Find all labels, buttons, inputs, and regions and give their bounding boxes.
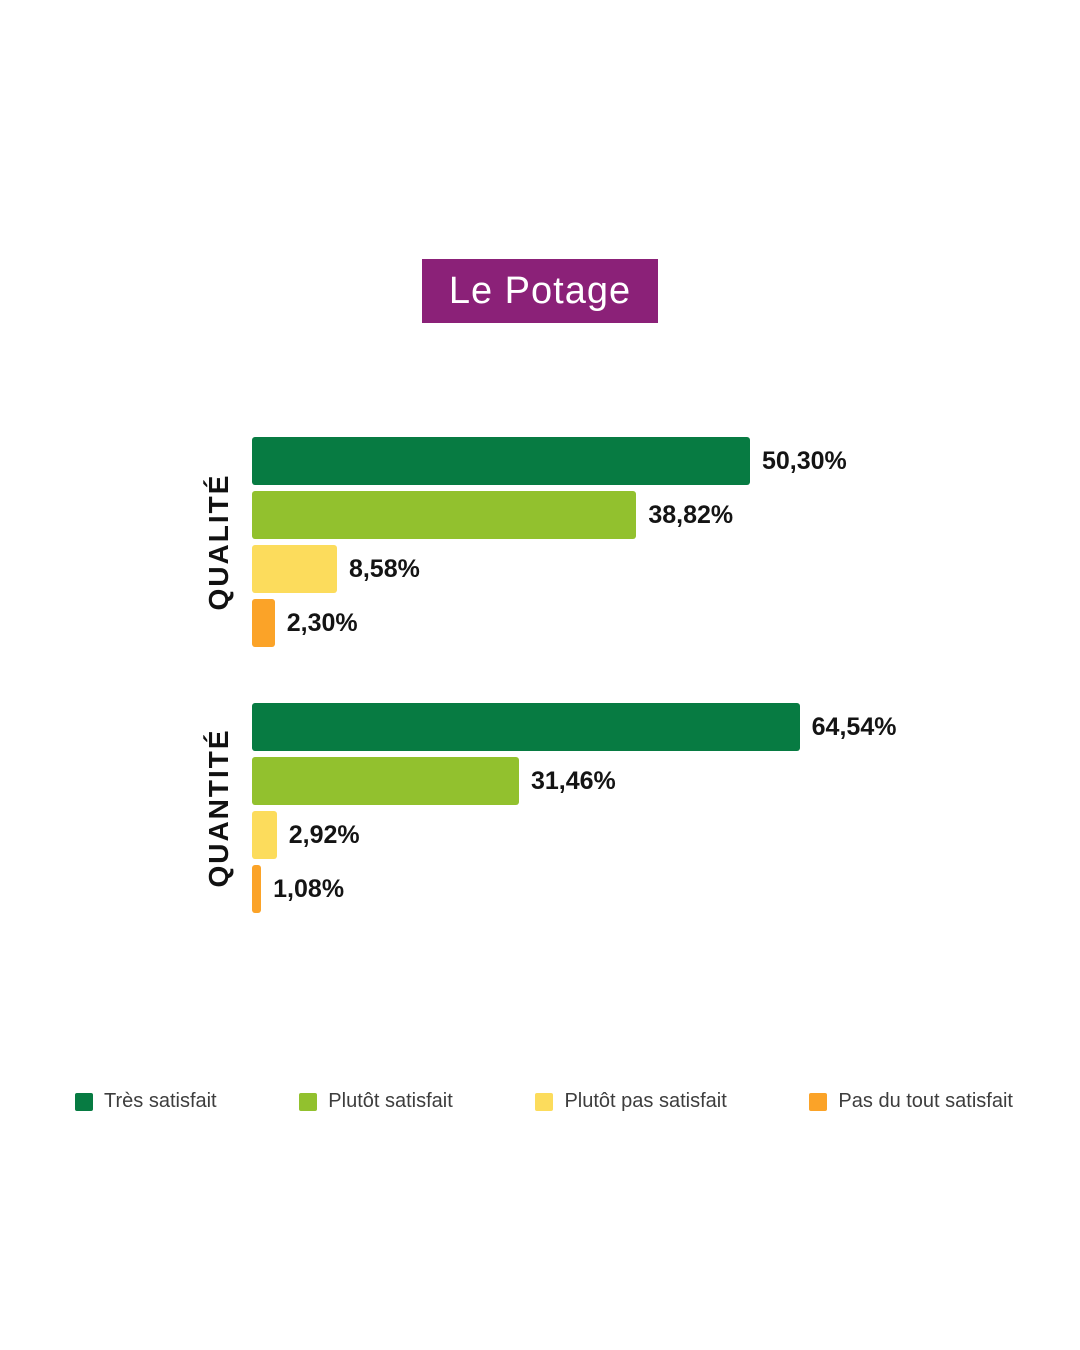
legend-swatch-icon xyxy=(809,1092,828,1111)
legend-swatch-icon xyxy=(299,1092,318,1111)
legend-swatch-icon xyxy=(75,1092,93,1111)
bar-row: 1,08% xyxy=(252,865,896,913)
legend: Très satisfait Plutôt satisfait Plutôt pas… xyxy=(75,1090,1013,1113)
legend-label: Pas du tout satisfait xyxy=(838,1090,1013,1112)
legend-swatch-icon xyxy=(535,1092,554,1111)
bar-3 xyxy=(252,865,262,913)
legend-item: Très satisfait xyxy=(75,1090,217,1113)
bar-row: 38,82% xyxy=(252,491,847,539)
value-label: 64,54% xyxy=(811,712,897,741)
legend-item: Pas du tout satisfait xyxy=(809,1090,1013,1113)
category-label: QUALITÉ xyxy=(202,473,234,611)
legend-item: Plutôt pas satisfait xyxy=(535,1090,727,1113)
bar-row: 8,58% xyxy=(252,545,847,593)
bar-3 xyxy=(252,599,275,647)
bar-row: 2,30% xyxy=(252,599,847,647)
category-column: QUANTITÉ xyxy=(185,703,252,913)
bar-row: 2,92% xyxy=(252,811,896,859)
bar-group: 64,54% 31,46% 2,92% 1,08% xyxy=(252,703,896,913)
bar-1 xyxy=(252,757,519,805)
legend-label: Très satisfait xyxy=(104,1090,217,1112)
bar-row: 31,46% xyxy=(252,757,896,805)
value-label: 1,08% xyxy=(273,874,345,903)
legend-label: Plutôt satisfait xyxy=(328,1090,453,1112)
bar-row: 64,54% xyxy=(252,703,896,751)
chart-title: Le Potage xyxy=(422,259,658,323)
value-label: 2,92% xyxy=(288,820,360,849)
legend-label: Plutôt pas satisfait xyxy=(564,1090,727,1112)
bar-group: 50,30% 38,82% 8,58% 2,30% xyxy=(252,437,847,647)
chart-group: QUANTITÉ 64,54% 31,46% 2,92% 1,08% xyxy=(185,703,896,913)
bar-1 xyxy=(252,491,637,539)
chart-group: QUALITÉ 50,30% 38,82% 8,58% 2,30% xyxy=(185,437,896,647)
value-label: 38,82% xyxy=(648,500,734,529)
bar-2 xyxy=(252,811,277,859)
value-label: 8,58% xyxy=(348,554,420,583)
bar-0 xyxy=(252,703,800,751)
bar-row: 50,30% xyxy=(252,437,847,485)
value-label: 31,46% xyxy=(530,766,616,795)
bar-2 xyxy=(252,545,337,593)
bar-0 xyxy=(252,437,750,485)
value-label: 50,30% xyxy=(761,446,847,475)
bar-chart: QUALITÉ 50,30% 38,82% 8,58% 2,30% QUANTITÉ 64,… xyxy=(185,437,896,969)
legend-item: Plutôt satisfait xyxy=(299,1090,453,1113)
category-label: QUANTITÉ xyxy=(202,728,234,888)
value-label: 2,30% xyxy=(286,608,358,637)
category-column: QUALITÉ xyxy=(185,437,252,647)
